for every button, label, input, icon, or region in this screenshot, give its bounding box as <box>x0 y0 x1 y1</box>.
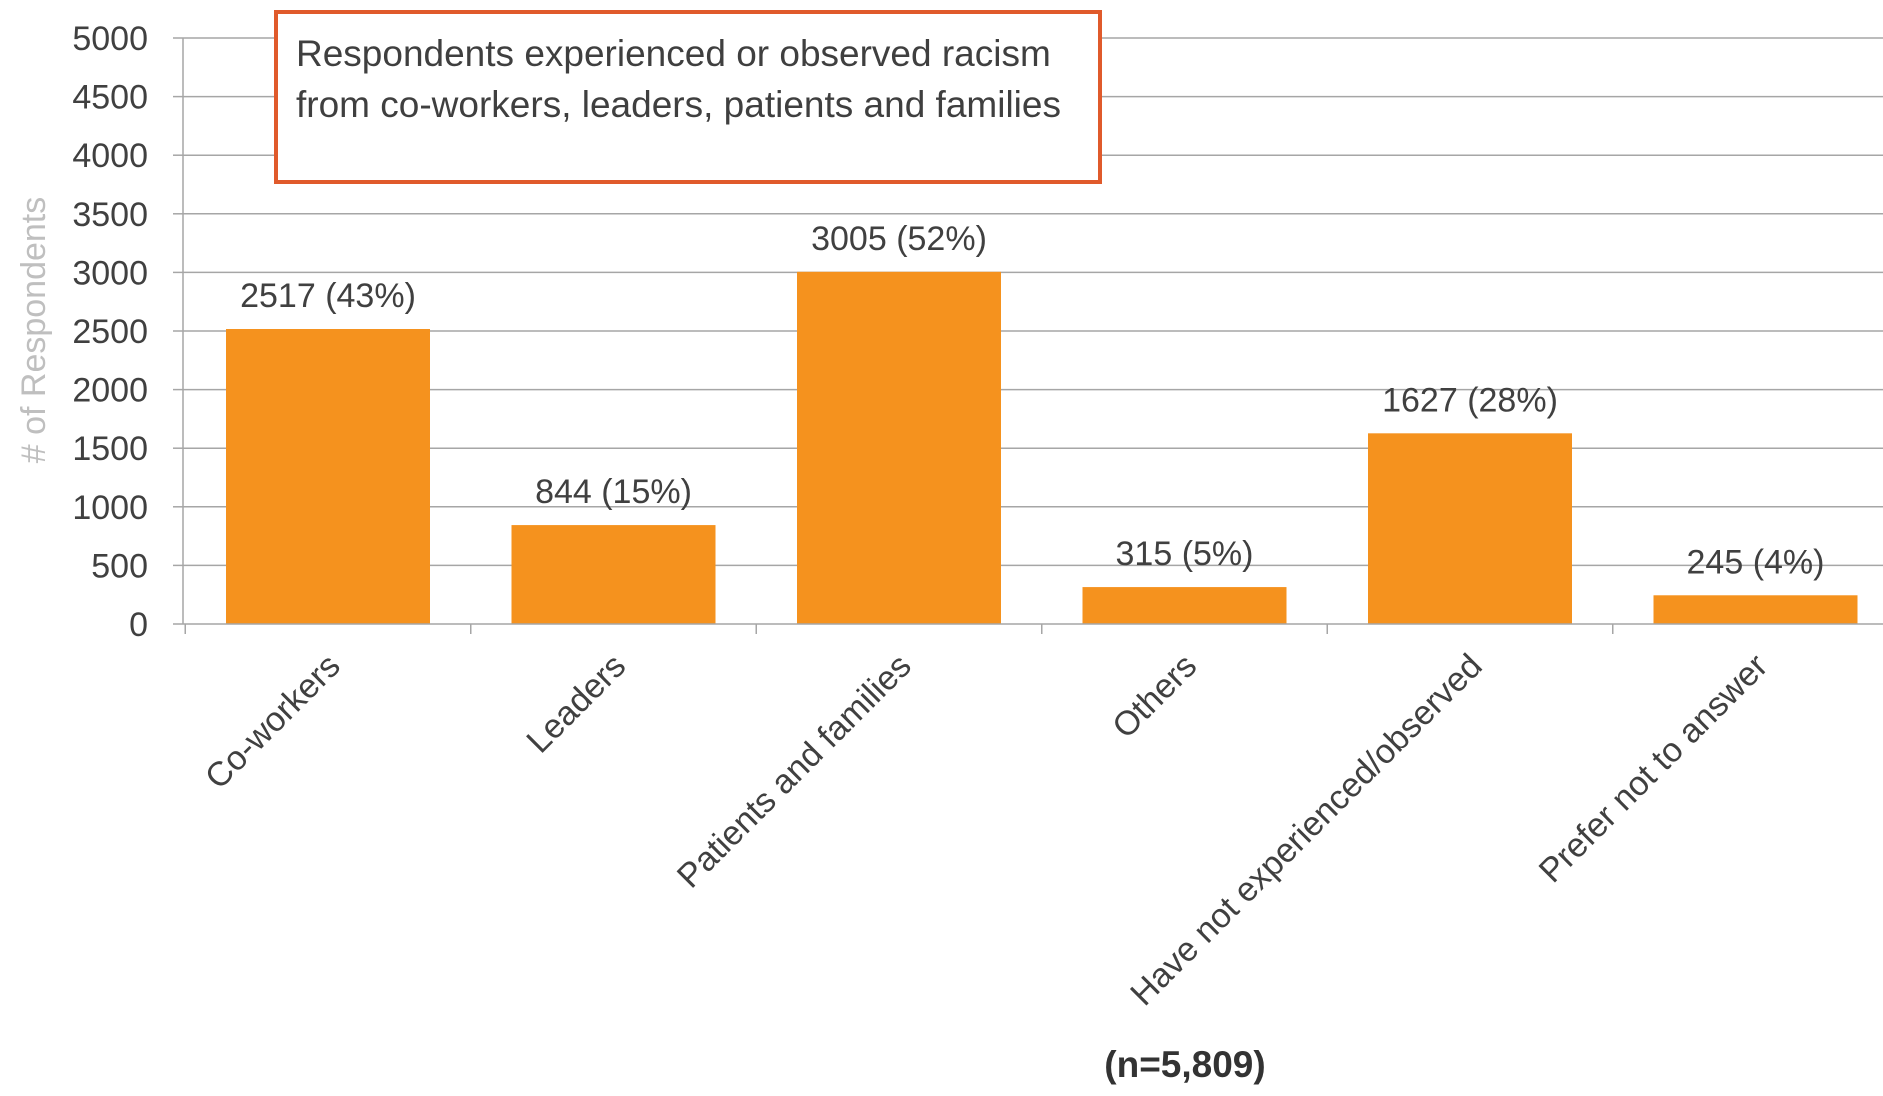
x-tick-label: Have not experienced/observed <box>1123 647 1489 1013</box>
bar <box>511 525 716 624</box>
y-tick-label: 3000 <box>72 254 148 292</box>
data-label: 245 (4%) <box>1687 543 1825 581</box>
bar <box>1082 587 1287 624</box>
axes <box>182 38 1883 634</box>
x-tick-label: Co-workers <box>198 647 348 797</box>
bar <box>226 329 430 624</box>
y-tick-labels: 0 500 1000 1500 2000 2500 3000 3500 4000 4500 5000 <box>72 20 148 644</box>
x-tick-labels: Co-workers Leaders Patients and families Ot… <box>198 647 1775 1013</box>
y-tick-label: 0 <box>129 606 148 644</box>
data-label: 844 (15%) <box>535 473 692 511</box>
annotation-box: Respondents experienced or observed raci… <box>274 10 1102 184</box>
y-tick-label: 2000 <box>72 372 148 410</box>
data-labels: 2517 (43%) 844 (15%) 3005 (52%) 315 (5%) 162… <box>240 220 1824 581</box>
y-tick-label: 5000 <box>72 20 148 58</box>
y-tick-label: 3500 <box>72 196 148 234</box>
x-tick-label: Prefer not to answer <box>1532 647 1775 890</box>
bar <box>1653 595 1858 624</box>
annotation-text: Respondents experienced or observed raci… <box>296 33 1061 125</box>
data-label: 315 (5%) <box>1116 535 1254 573</box>
y-tick-label: 2500 <box>72 313 148 351</box>
sample-size-note: (n=5,809) <box>1104 1044 1266 1085</box>
bar <box>797 271 1001 624</box>
y-tick-label: 1000 <box>72 489 148 527</box>
bar <box>1368 433 1572 624</box>
data-label: 2517 (43%) <box>240 277 416 315</box>
y-tick-label: 4000 <box>72 137 148 175</box>
data-label: 1627 (28%) <box>1382 381 1558 419</box>
y-tick-label: 4500 <box>72 79 148 117</box>
data-label: 3005 (52%) <box>811 220 987 258</box>
y-tick-label: 1500 <box>72 430 148 468</box>
bars <box>226 271 1858 624</box>
y-tick-label: 500 <box>91 547 148 585</box>
y-axis-label: # of Respondents <box>15 197 53 464</box>
x-tick-label: Patients and families <box>670 647 919 896</box>
x-tick-label: Others <box>1105 647 1204 746</box>
x-tick-label: Leaders <box>519 647 633 761</box>
